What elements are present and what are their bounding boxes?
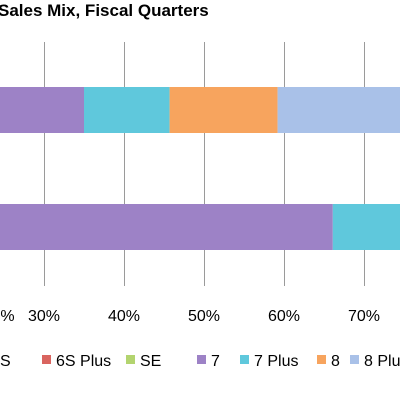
x-tick-label: 0% [0, 308, 15, 325]
legend-swatch [197, 355, 206, 364]
x-axis-ticks: 0% 30% 40% 50% 60% 70% [0, 308, 380, 325]
legend-label: 7 Plus [254, 353, 298, 370]
bar-segment [277, 87, 400, 133]
chart-title: Sales Mix, Fiscal Quarters [0, 1, 209, 20]
bars [0, 87, 400, 250]
legend-swatch [42, 355, 51, 364]
x-tick-label: 70% [348, 308, 380, 325]
x-tick-label: 30% [28, 308, 60, 325]
legend-swatch [317, 355, 326, 364]
legend-swatch [126, 355, 135, 364]
bar-segment [84, 87, 170, 133]
legend-label: 8 Plus [364, 353, 400, 370]
legend-swatch [350, 355, 359, 364]
legend-label: 7 [211, 353, 220, 370]
legend-swatch [240, 355, 249, 364]
legend-label: S [0, 353, 11, 370]
bar-segment [332, 204, 400, 250]
x-tick-label: 40% [108, 308, 140, 325]
bar-segment [0, 87, 84, 133]
legend-label: 6S Plus [56, 353, 111, 370]
x-tick-label: 50% [188, 308, 220, 325]
legend-label: 8 [331, 353, 340, 370]
bar-segment [169, 87, 278, 133]
legend-label: SE [140, 353, 161, 370]
legend: S 6S Plus SE 7 7 Plus 8 8 Plus [0, 353, 400, 370]
bar-segment [0, 204, 333, 250]
x-tick-label: 60% [268, 308, 300, 325]
